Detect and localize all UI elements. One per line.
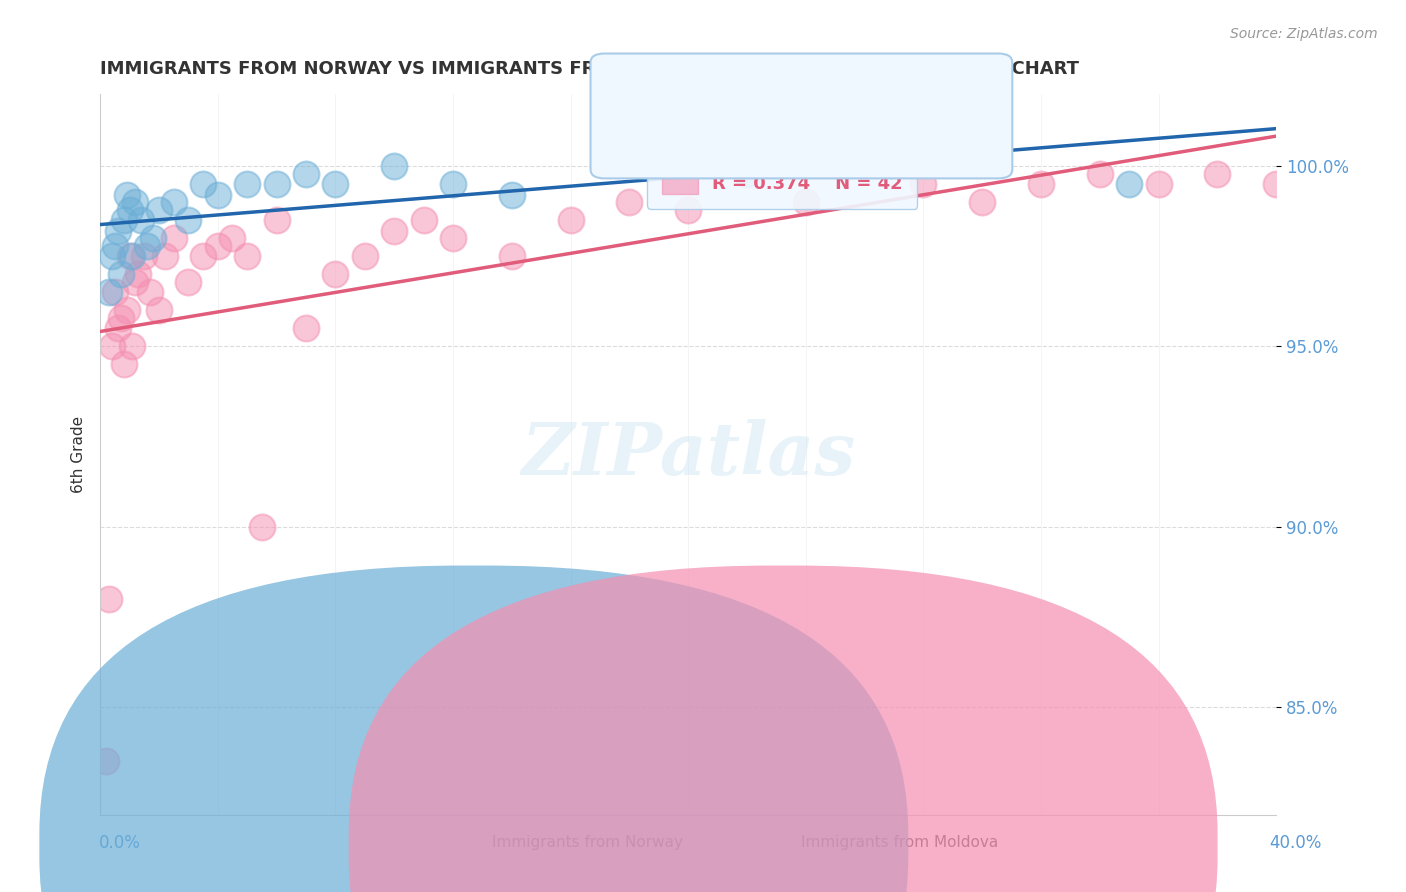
Point: [115, 188, 138, 202]
Point: [323, 178, 346, 192]
Point: [177, 213, 200, 227]
Point: [148, 303, 170, 318]
Point: [236, 250, 259, 264]
Point: [110, 268, 132, 282]
Point: [97, 591, 120, 606]
Text: 40.0%: 40.0%: [1270, 834, 1322, 852]
Point: [148, 202, 170, 217]
Point: [207, 238, 229, 252]
Point: [619, 195, 641, 210]
Point: [104, 285, 127, 300]
Point: [112, 358, 135, 372]
Point: [250, 519, 273, 533]
Point: [121, 339, 143, 353]
Point: [162, 231, 184, 245]
Point: [112, 213, 135, 227]
Point: [162, 195, 184, 210]
Point: [1118, 178, 1140, 192]
Point: [221, 231, 243, 245]
Point: [441, 231, 464, 245]
Point: [1206, 167, 1229, 181]
Text: Immigrants from Moldova: Immigrants from Moldova: [801, 836, 998, 850]
Point: [560, 213, 582, 227]
Point: [110, 310, 132, 325]
Point: [129, 213, 152, 227]
Point: [127, 268, 149, 282]
Point: [107, 224, 129, 238]
Point: [191, 250, 214, 264]
Point: [134, 250, 156, 264]
Text: Source: ZipAtlas.com: Source: ZipAtlas.com: [1230, 27, 1378, 41]
Point: [136, 238, 159, 252]
Point: [236, 178, 259, 192]
Legend: R = 0.401    N = 29, R = 0.374    N = 42: R = 0.401 N = 29, R = 0.374 N = 42: [647, 125, 917, 209]
Point: [382, 160, 405, 174]
Point: [912, 153, 935, 167]
Text: 0.0%: 0.0%: [98, 834, 141, 852]
Point: [191, 178, 214, 192]
Point: [94, 754, 117, 768]
Point: [676, 202, 699, 217]
Point: [118, 202, 141, 217]
Point: [101, 339, 124, 353]
Point: [295, 167, 318, 181]
Point: [142, 231, 165, 245]
Point: [382, 224, 405, 238]
Point: [118, 250, 141, 264]
Point: [441, 178, 464, 192]
Y-axis label: 6th Grade: 6th Grade: [72, 416, 86, 493]
Point: [97, 285, 120, 300]
Point: [972, 195, 994, 210]
Point: [353, 250, 375, 264]
Point: [266, 178, 288, 192]
Point: [295, 321, 318, 335]
Point: [139, 285, 162, 300]
Point: [207, 188, 229, 202]
Point: [912, 178, 935, 192]
Point: [101, 250, 124, 264]
Point: [1029, 178, 1052, 192]
Point: [1147, 178, 1170, 192]
Text: IMMIGRANTS FROM NORWAY VS IMMIGRANTS FROM MOLDOVA 6TH GRADE CORRELATION CHART: IMMIGRANTS FROM NORWAY VS IMMIGRANTS FRO…: [100, 60, 1080, 78]
Point: [619, 153, 641, 167]
Point: [124, 195, 146, 210]
Point: [1088, 167, 1111, 181]
Point: [115, 303, 138, 318]
Point: [501, 188, 523, 202]
Point: [104, 238, 127, 252]
Point: [412, 213, 434, 227]
Point: [266, 213, 288, 227]
Point: [501, 250, 523, 264]
Point: [124, 275, 146, 289]
Point: [735, 167, 758, 181]
Point: [323, 268, 346, 282]
Point: [121, 250, 143, 264]
Point: [107, 321, 129, 335]
Text: Immigrants from Norway: Immigrants from Norway: [492, 836, 683, 850]
Point: [794, 195, 817, 210]
Text: ZIPatlas: ZIPatlas: [522, 419, 855, 490]
Point: [1265, 178, 1288, 192]
Point: [177, 275, 200, 289]
Point: [153, 250, 176, 264]
